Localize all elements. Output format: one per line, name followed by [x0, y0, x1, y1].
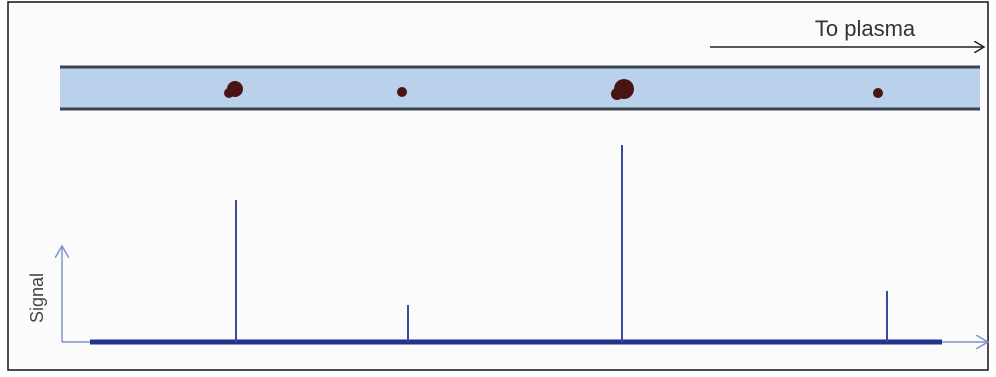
tube-body — [60, 67, 980, 109]
particle — [224, 88, 234, 98]
page: To plasma Signal (() => { const data = J… — [0, 0, 996, 377]
particle — [611, 88, 623, 100]
frame — [8, 2, 988, 370]
y-axis-label: Signal — [27, 273, 47, 323]
particle — [873, 88, 883, 98]
direction-label: To plasma — [815, 16, 916, 41]
particle — [397, 87, 407, 97]
diagram: To plasma Signal — [0, 0, 996, 377]
tube — [60, 67, 980, 109]
